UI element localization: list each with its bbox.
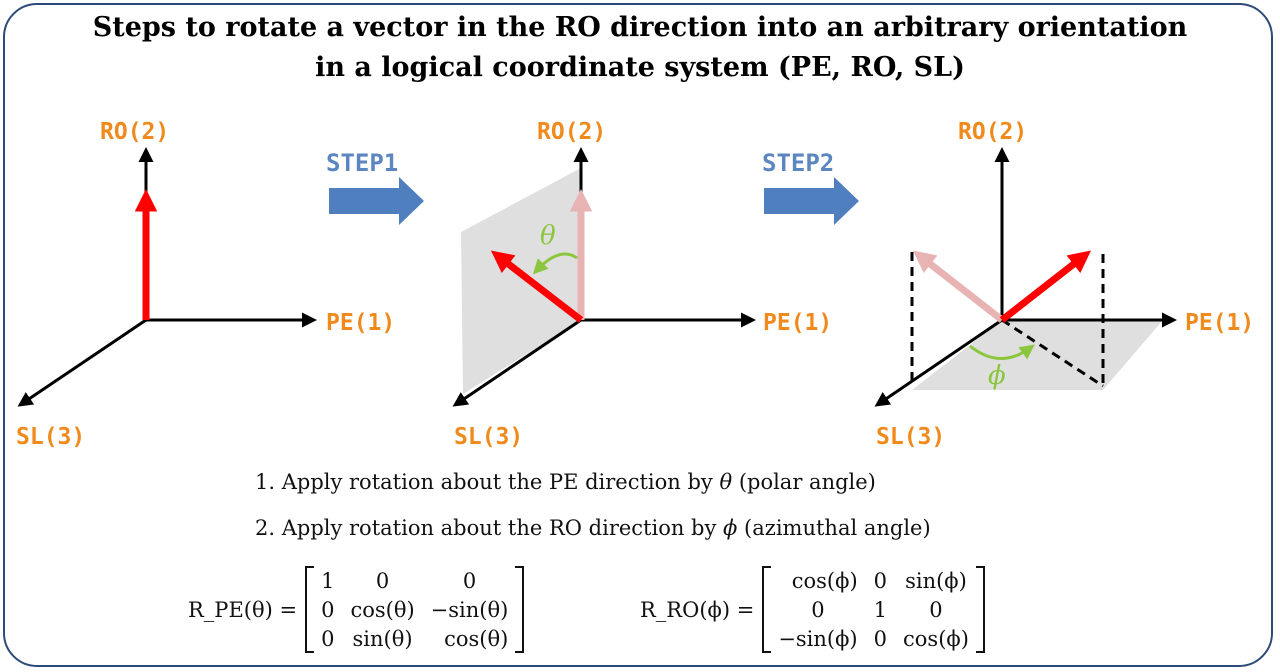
instruction-step2-text: 2. Apply rotation about the RO direction… xyxy=(255,516,724,540)
matrix-cell: −sin(θ) xyxy=(430,597,509,622)
rotation-plane xyxy=(461,168,581,394)
projection-dash-diagonal xyxy=(1001,318,1104,388)
sl-axis-label: SL(3) xyxy=(454,424,523,450)
instruction-step1-suffix: (polar angle) xyxy=(732,470,876,494)
pe-axis-label: PE(1) xyxy=(763,310,832,336)
step2-indicator: STEP2 xyxy=(762,149,859,225)
instruction-step2-suffix: (azimuthal angle) xyxy=(737,516,931,540)
matrix-r-ro: R_RO(ϕ) = cos(ϕ) 0 sin(ϕ) 0 1 0 −sin(ϕ) … xyxy=(640,566,985,653)
pe-axis-label: PE(1) xyxy=(326,310,395,336)
matrix-cell: cos(θ) xyxy=(350,597,415,622)
matrix-cell: 0 xyxy=(929,597,943,622)
phi-arc xyxy=(969,344,1035,360)
matrix-cell: cos(ϕ) xyxy=(791,568,858,593)
theta-symbol: θ xyxy=(540,221,556,251)
matrix-cell: cos(ϕ) xyxy=(903,626,969,651)
matrix-r-pe-body: 1 0 0 0 cos(θ) −sin(θ) 0 sin(θ) cos(θ) xyxy=(305,566,525,653)
instruction-step1-theta: θ xyxy=(719,470,733,494)
matrix-cell: 1 xyxy=(873,597,888,622)
matrix-r-pe-label: R_PE(θ) = xyxy=(188,597,298,622)
title-line-1: Steps to rotate a vector in the RO direc… xyxy=(92,12,1188,43)
panel-initial: RO(2) PE(1) SL(3) xyxy=(16,119,395,450)
matrix-cell: 0 xyxy=(873,626,888,651)
ro-axis-label: RO(2) xyxy=(958,119,1027,145)
sl-axis-label: SL(3) xyxy=(16,424,85,450)
step1-label: STEP1 xyxy=(326,149,398,177)
matrix-cell: sin(ϕ) xyxy=(905,568,967,593)
matrix-r-pe: R_PE(θ) = 1 0 0 0 cos(θ) −sin(θ) 0 sin(θ… xyxy=(188,566,525,653)
instruction-step1: 1. Apply rotation about the PE direction… xyxy=(255,470,876,494)
panel-step2: ϕ RO(2) PE(1) SL(3) xyxy=(874,119,1254,450)
ro-axis-label: RO(2) xyxy=(537,119,606,145)
matrix-cell: 0 xyxy=(873,568,888,593)
pe-axis-label: PE(1) xyxy=(1185,310,1254,336)
step2-arrow-icon xyxy=(764,177,859,225)
matrix-cell: 1 xyxy=(321,568,335,593)
matrix-cell: cos(θ) xyxy=(444,626,509,651)
matrix-r-ro-body: cos(ϕ) 0 sin(ϕ) 0 1 0 −sin(ϕ) 0 cos(ϕ) xyxy=(762,566,985,653)
azimuth-plane xyxy=(912,320,1163,390)
matrix-cell: −sin(ϕ) xyxy=(778,626,858,651)
matrix-cell: 0 xyxy=(462,568,477,593)
matrix-cell: sin(θ) xyxy=(352,626,413,651)
sl-axis xyxy=(452,318,582,407)
instruction-step1-text: 1. Apply rotation about the PE direction… xyxy=(255,470,720,494)
step2-label: STEP2 xyxy=(762,149,834,177)
matrix-cell: 0 xyxy=(811,597,825,622)
theta-arc xyxy=(532,252,578,275)
sl-axis xyxy=(17,318,147,407)
instruction-step2: 2. Apply rotation about the RO direction… xyxy=(255,516,931,540)
matrix-r-ro-label: R_RO(ϕ) = xyxy=(640,597,755,622)
vector-step1-faded xyxy=(912,250,1005,323)
phi-symbol: ϕ xyxy=(988,361,1006,391)
vector-final xyxy=(999,250,1092,323)
matrix-cell: 0 xyxy=(321,626,335,651)
sl-axis xyxy=(874,318,1003,407)
instruction-step2-phi: ϕ xyxy=(723,516,738,540)
ro-axis-label: RO(2) xyxy=(100,119,169,145)
step1-indicator: STEP1 xyxy=(326,149,424,225)
matrix-cell: 0 xyxy=(375,568,390,593)
title-line-2: in a logical coordinate system (PE, RO, … xyxy=(315,52,965,83)
sl-axis-label: SL(3) xyxy=(876,424,945,450)
matrix-cell: 0 xyxy=(321,597,335,622)
step1-arrow-icon xyxy=(329,177,424,225)
vector-rotated-theta xyxy=(490,250,584,323)
panel-step1: θ RO(2) PE(1) SL(3) xyxy=(452,119,832,450)
